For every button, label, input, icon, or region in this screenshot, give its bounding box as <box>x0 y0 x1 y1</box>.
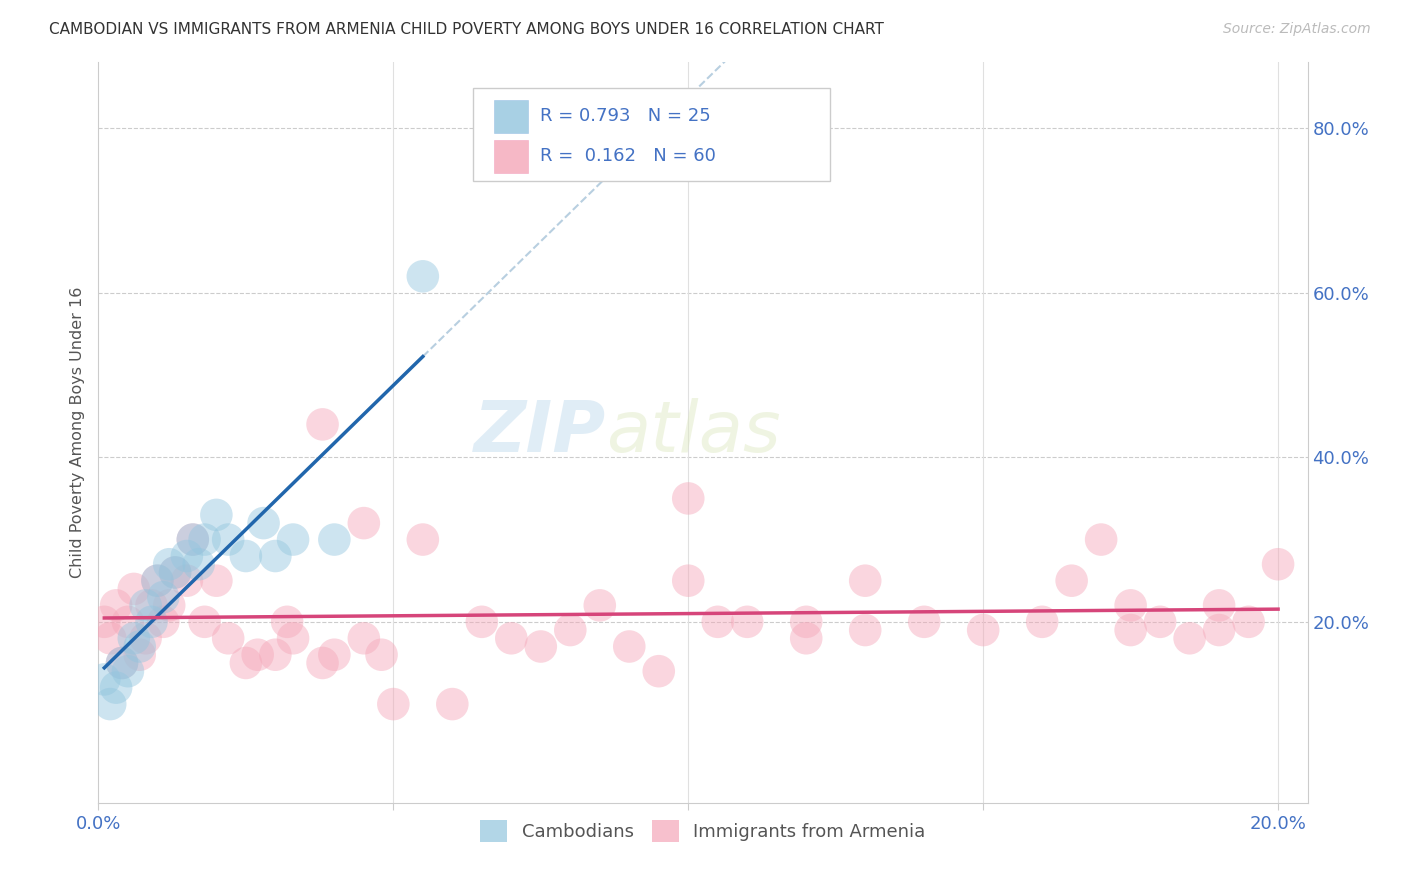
Point <box>152 590 174 604</box>
Point <box>176 549 198 563</box>
Point <box>276 615 298 629</box>
Point <box>135 599 157 613</box>
Point <box>560 623 582 637</box>
Point <box>264 549 287 563</box>
Point <box>205 574 228 588</box>
Point <box>412 269 434 284</box>
Point <box>412 533 434 547</box>
Point <box>246 648 269 662</box>
Point <box>370 648 392 662</box>
Point <box>105 599 128 613</box>
Point <box>187 558 209 572</box>
Point <box>678 491 700 506</box>
Point <box>141 615 163 629</box>
Point <box>235 656 257 670</box>
Point <box>1208 599 1230 613</box>
Text: R = 0.793   N = 25: R = 0.793 N = 25 <box>540 107 710 125</box>
Point <box>1119 599 1142 613</box>
Point <box>165 566 187 580</box>
Point <box>181 533 204 547</box>
Point <box>589 599 612 613</box>
Point <box>353 516 375 530</box>
FancyBboxPatch shape <box>494 140 527 173</box>
Point <box>111 656 134 670</box>
Point <box>794 615 817 629</box>
FancyBboxPatch shape <box>494 100 527 133</box>
Point <box>217 533 239 547</box>
Point <box>530 640 553 654</box>
Point <box>194 615 217 629</box>
Point <box>1237 615 1260 629</box>
Point <box>181 533 204 547</box>
Point <box>972 623 994 637</box>
Point <box>205 508 228 522</box>
Point <box>353 632 375 646</box>
Point <box>281 533 304 547</box>
Point <box>117 664 139 678</box>
Point <box>1119 623 1142 637</box>
Point <box>311 417 333 432</box>
Point <box>93 615 115 629</box>
Point <box>311 656 333 670</box>
Point <box>117 615 139 629</box>
Point <box>146 574 169 588</box>
Point <box>853 623 876 637</box>
Point <box>501 632 523 646</box>
Point <box>141 599 163 613</box>
Point <box>735 615 758 629</box>
Point <box>157 558 180 572</box>
Point <box>122 632 145 646</box>
Point <box>323 533 346 547</box>
Point <box>471 615 494 629</box>
Point <box>252 516 274 530</box>
Point <box>1149 615 1171 629</box>
Point <box>128 640 150 654</box>
Legend: Cambodians, Immigrants from Armenia: Cambodians, Immigrants from Armenia <box>472 813 934 849</box>
Point <box>264 648 287 662</box>
Point <box>794 632 817 646</box>
Text: Source: ZipAtlas.com: Source: ZipAtlas.com <box>1223 22 1371 37</box>
Point <box>146 574 169 588</box>
FancyBboxPatch shape <box>474 88 830 181</box>
Point <box>128 648 150 662</box>
Point <box>853 574 876 588</box>
Text: ZIP: ZIP <box>474 398 606 467</box>
Point <box>1208 623 1230 637</box>
Point <box>105 681 128 695</box>
Point <box>152 615 174 629</box>
Point <box>382 697 405 711</box>
Point <box>619 640 641 654</box>
Point <box>165 566 187 580</box>
Point <box>235 549 257 563</box>
Text: atlas: atlas <box>606 398 780 467</box>
Point <box>176 574 198 588</box>
Point <box>1031 615 1053 629</box>
Point <box>111 656 134 670</box>
Point <box>1090 533 1112 547</box>
Point <box>194 533 217 547</box>
Point <box>122 582 145 596</box>
Point <box>678 574 700 588</box>
Point <box>217 632 239 646</box>
Point <box>706 615 728 629</box>
Text: CAMBODIAN VS IMMIGRANTS FROM ARMENIA CHILD POVERTY AMONG BOYS UNDER 16 CORRELATI: CAMBODIAN VS IMMIGRANTS FROM ARMENIA CHI… <box>49 22 884 37</box>
Point <box>157 599 180 613</box>
Point <box>441 697 464 711</box>
Point <box>98 697 121 711</box>
Point <box>135 632 157 646</box>
Point <box>93 673 115 687</box>
Point <box>1178 632 1201 646</box>
Point <box>1267 558 1289 572</box>
Text: R =  0.162   N = 60: R = 0.162 N = 60 <box>540 147 716 165</box>
Point <box>98 632 121 646</box>
Point <box>323 648 346 662</box>
Point <box>648 664 671 678</box>
Point <box>912 615 935 629</box>
Y-axis label: Child Poverty Among Boys Under 16: Child Poverty Among Boys Under 16 <box>69 287 84 578</box>
Point <box>1060 574 1083 588</box>
Point <box>281 632 304 646</box>
